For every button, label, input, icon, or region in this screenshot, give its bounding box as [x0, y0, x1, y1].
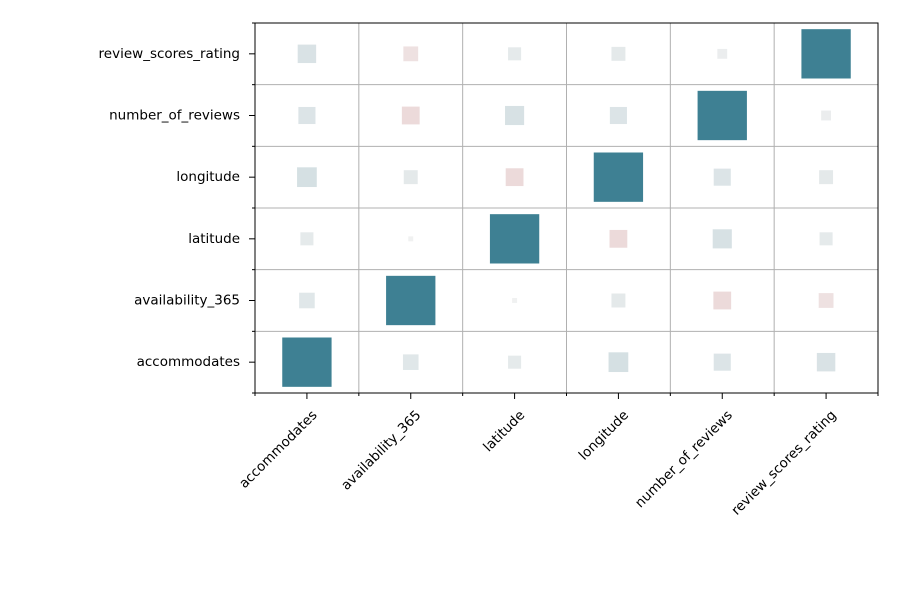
heatmap-cell-availability_365-latitude [512, 298, 518, 303]
heatmap-cell-latitude-longitude [609, 229, 628, 248]
heatmap-cell-latitude-availability_365 [408, 236, 414, 242]
heatmap-cell-review_scores_rating-accommodates [297, 44, 317, 64]
y-tick-label: availability_365 [134, 293, 240, 309]
heatmap-cell-review_scores_rating-latitude [508, 47, 522, 61]
heatmap-cell-number_of_reviews-number_of_reviews [697, 90, 747, 141]
y-tick-label: latitude [188, 231, 240, 247]
heatmap-cell-accommodates-longitude [608, 352, 629, 373]
x-tick-label: review_scores_rating [728, 407, 839, 518]
heatmap-cell-review_scores_rating-availability_365 [403, 46, 419, 62]
axis-ticks [249, 22, 879, 399]
heatmap-cell-availability_365-number_of_reviews [713, 291, 732, 310]
grid-lines [255, 23, 878, 393]
x-tick-labels: accommodates availability_365 latitude long… [236, 407, 840, 518]
heatmap-cell-review_scores_rating-review_scores_rating [801, 29, 851, 79]
heatmap-cell-number_of_reviews-latitude [505, 105, 525, 126]
x-tick-label: latitude [480, 407, 528, 455]
heatmap-cell-longitude-accommodates [297, 167, 317, 188]
x-tick-label: number_of_reviews [632, 407, 736, 511]
heatmap-cell-accommodates-accommodates [282, 337, 332, 387]
heatmap-cell-accommodates-review_scores_rating [816, 352, 836, 372]
heatmap-cell-latitude-latitude [489, 214, 540, 264]
heatmap-cell-accommodates-availability_365 [402, 354, 419, 370]
heatmap-cell-longitude-longitude [593, 152, 644, 202]
heatmap-cell-review_scores_rating-number_of_reviews [717, 48, 728, 59]
heatmap-cell-longitude-review_scores_rating [819, 170, 834, 185]
heatmap-cell-number_of_reviews-accommodates [298, 106, 316, 125]
y-tick-label: review_scores_rating [99, 46, 240, 62]
heatmap-cells [282, 29, 851, 387]
heatmap-cell-latitude-number_of_reviews [712, 229, 732, 249]
x-tick-label: availability_365 [338, 407, 424, 493]
x-tick-label: accommodates [236, 407, 320, 491]
x-tick-label: longitude [576, 407, 632, 463]
heatmap-cell-number_of_reviews-availability_365 [401, 106, 420, 125]
heatmap-cell-longitude-number_of_reviews [713, 168, 731, 186]
heatmap-cell-longitude-latitude [505, 168, 524, 187]
heatmap-cell-accommodates-latitude [508, 355, 522, 369]
heatmap-cell-availability_365-longitude [611, 293, 626, 308]
heatmap-cell-latitude-review_scores_rating [819, 232, 833, 246]
heatmap-cell-availability_365-review_scores_rating [818, 293, 834, 308]
heatmap-cell-accommodates-number_of_reviews [713, 353, 731, 371]
y-tick-labels: accommodates availability_365 latitude long… [99, 46, 240, 370]
y-tick-label: number_of_reviews [109, 108, 240, 124]
heatmap-cell-longitude-availability_365 [403, 170, 418, 185]
heatmap-cell-number_of_reviews-longitude [609, 106, 627, 125]
heatmap-cell-latitude-accommodates [300, 232, 314, 246]
heatmap-cell-availability_365-availability_365 [386, 275, 436, 326]
heatmap-cell-number_of_reviews-review_scores_rating [821, 110, 832, 121]
heatmap-cell-review_scores_rating-longitude [611, 46, 626, 61]
y-tick-label: accommodates [137, 354, 240, 370]
heatmap-cell-availability_365-accommodates [299, 292, 315, 309]
y-tick-label: longitude [176, 169, 240, 185]
